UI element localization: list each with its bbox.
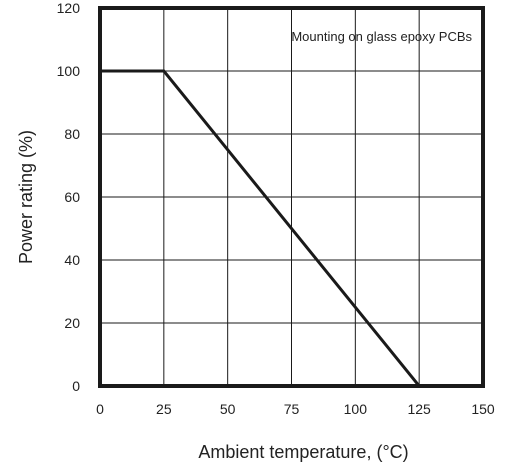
annotation-label: Mounting on glass epoxy PCBs [291,29,472,44]
y-tick-label: 0 [72,378,80,394]
y-tick-label: 120 [57,0,81,16]
x-tick-label: 75 [284,401,300,417]
x-tick-label: 125 [407,401,431,417]
x-axis-title: Ambient temperature, (°C) [198,442,408,462]
y-tick-label: 20 [64,315,80,331]
plot-frame [98,6,485,388]
x-tick-label: 50 [220,401,236,417]
y-tick-labels: 0 20 40 60 80 100 120 [57,0,81,394]
derating-curve [100,69,421,387]
y-tick-label: 60 [64,189,80,205]
y-tick-label: 80 [64,126,80,142]
x-tick-label: 150 [471,401,495,417]
y-tick-label: 40 [64,252,80,268]
x-tick-labels: 0 25 50 75 100 125 150 [96,401,495,417]
x-tick-label: 0 [96,401,104,417]
x-tick-label: 100 [344,401,368,417]
y-tick-label: 100 [57,63,81,79]
gridlines [100,8,483,386]
series-layer [100,69,421,387]
y-axis-title: Power rating (%) [16,130,36,264]
x-tick-label: 25 [156,401,172,417]
